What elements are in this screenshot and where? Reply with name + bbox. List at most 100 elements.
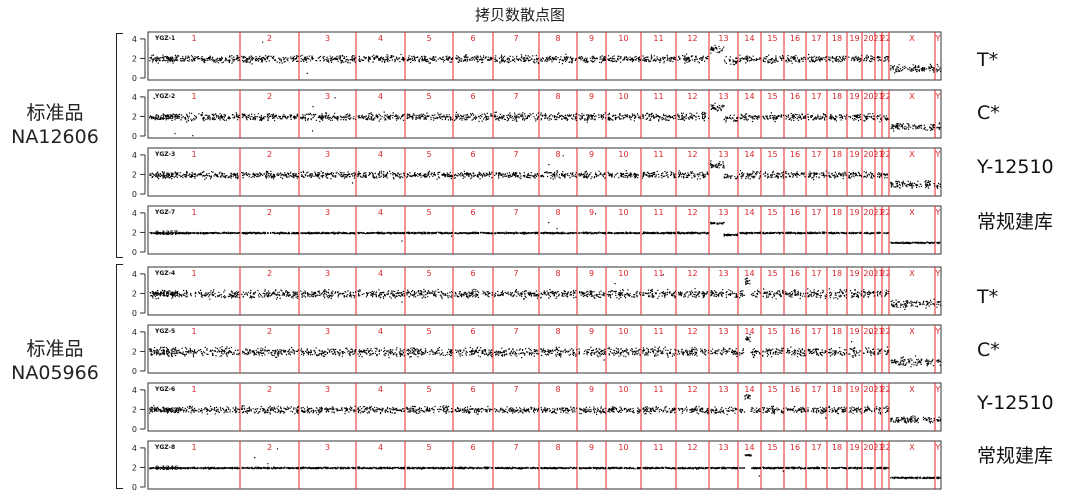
y-tick-label: 2 <box>132 289 137 298</box>
scatter-points <box>149 394 942 424</box>
y-tick-label: 4 <box>132 270 137 279</box>
chromosome-label: 21 <box>873 385 883 394</box>
chromosome-label: 2 <box>267 385 272 394</box>
chromosome-label: 14 <box>744 327 754 336</box>
chromosome-label: Y <box>935 443 941 452</box>
sample-value: 0.2011 <box>155 349 178 356</box>
chromosome-label: 9 <box>589 150 594 159</box>
chromosome-label: 8 <box>555 34 560 43</box>
y-tick-label: 2 <box>132 54 137 63</box>
chromosome-label: 16 <box>790 92 800 101</box>
chromosome-label: 9 <box>589 269 594 278</box>
chromosome-label: 6 <box>470 92 475 101</box>
chromosome-label: 16 <box>790 34 800 43</box>
chromosome-label: 19 <box>849 269 859 278</box>
chromosome-label: 5 <box>426 269 431 278</box>
chromosome-label: 8 <box>555 327 560 336</box>
y-tick-label: 2 <box>132 112 137 121</box>
y-tick-label: 2 <box>132 347 137 356</box>
chromosome-label: 11 <box>653 34 663 43</box>
chromosome-label: 20 <box>863 269 873 278</box>
chromosome-label: 17 <box>811 150 821 159</box>
chromosome-label: 22 <box>880 385 890 394</box>
chromosome-label: 17 <box>811 269 821 278</box>
scatter-point-cloud <box>149 97 941 137</box>
chromosome-label: 1 <box>191 327 196 336</box>
chromosome-label: 17 <box>811 208 821 217</box>
chromosome-label: 3 <box>325 443 330 452</box>
chromosome-label: 7 <box>513 92 518 101</box>
chromosome-label: 19 <box>849 443 859 452</box>
chromosome-label: 18 <box>832 34 842 43</box>
chromosome-label: 7 <box>513 34 518 43</box>
chromosome-label: 2 <box>267 208 272 217</box>
y-tick-label: 0 <box>132 483 137 492</box>
chromosome-label: 22 <box>880 443 890 452</box>
chromosome-label: 4 <box>378 34 383 43</box>
chromosome-label: 12 <box>687 150 697 159</box>
chromosome-label: 11 <box>653 208 663 217</box>
chromosome-label: 5 <box>426 92 431 101</box>
sample-value: 0.1817 <box>155 172 178 179</box>
chromosome-label: 5 <box>426 327 431 336</box>
chromosome-label: 9 <box>589 34 594 43</box>
chromosome-label: 11 <box>653 443 663 452</box>
chromosome-label: 17 <box>811 443 821 452</box>
chromosome-label: 5 <box>426 443 431 452</box>
group-label-line2: NA12606 <box>11 126 99 148</box>
scatter-point-cloud <box>149 274 942 310</box>
chromosome-label: 16 <box>790 208 800 217</box>
chromosome-label: 18 <box>832 385 842 394</box>
chromosome-label: 11 <box>653 327 663 336</box>
chromosome-label: 22 <box>880 208 890 217</box>
chromosome-label: X <box>909 385 915 394</box>
sample-id: YGZ-6 <box>154 386 175 393</box>
scatter-points <box>149 448 941 480</box>
chromosome-label: 13 <box>718 208 728 217</box>
chromosome-label: 19 <box>849 92 859 101</box>
chromosome-label: 3 <box>325 150 330 159</box>
sample-value: 0.1921 <box>155 56 178 63</box>
chromosome-label: 15 <box>767 443 777 452</box>
y-tick-label: 4 <box>132 35 137 44</box>
chromosome-label: 5 <box>426 150 431 159</box>
chromosome-label: 19 <box>849 327 859 336</box>
chromosome-label: 19 <box>849 150 859 159</box>
chromosome-label: 1 <box>191 92 196 101</box>
panel-frame <box>147 31 942 81</box>
chromosome-label: 16 <box>790 385 800 394</box>
scatter-points <box>149 274 942 310</box>
y-tick-label: 2 <box>132 228 137 237</box>
chromosome-label: 3 <box>325 208 330 217</box>
chromosome-label: 4 <box>378 150 383 159</box>
chromosome-label: 21 <box>873 34 883 43</box>
chromosome-label: 16 <box>790 269 800 278</box>
chromosome-label: 2 <box>267 443 272 452</box>
panel-frame <box>147 382 942 432</box>
chromosome-label: Y <box>935 385 941 394</box>
chromosome-label: 12 <box>687 208 697 217</box>
chromosome-label: X <box>909 269 915 278</box>
chromosome-label: 14 <box>744 34 754 43</box>
chromosome-label: 9 <box>589 208 594 217</box>
chromosome-label: 13 <box>718 269 728 278</box>
y-tick-label: 0 <box>132 190 137 199</box>
y-tick-label: 0 <box>132 425 137 434</box>
sample-value: 0.1863 <box>155 407 178 414</box>
chromosome-label: 21 <box>873 150 883 159</box>
chromosome-label: 14 <box>744 443 754 452</box>
chromosome-label: 13 <box>718 150 728 159</box>
chromosome-label: 9 <box>589 385 594 394</box>
chromosome-label: 8 <box>555 443 560 452</box>
chromosome-label: 15 <box>767 208 777 217</box>
chromosome-label: X <box>909 327 915 336</box>
chromosome-label: 18 <box>832 327 842 336</box>
group-label-na05966: 标准品 NA05966 <box>0 337 110 385</box>
group-bracket-na12606 <box>116 33 123 258</box>
chromosome-label: 4 <box>378 269 383 278</box>
chromosome-label: 20 <box>863 34 873 43</box>
sample-id: YGZ-3 <box>154 151 175 158</box>
method-label: Y-12510 <box>977 156 1054 178</box>
chromosome-label: Y <box>935 92 941 101</box>
chromosome-label: Y <box>935 150 941 159</box>
